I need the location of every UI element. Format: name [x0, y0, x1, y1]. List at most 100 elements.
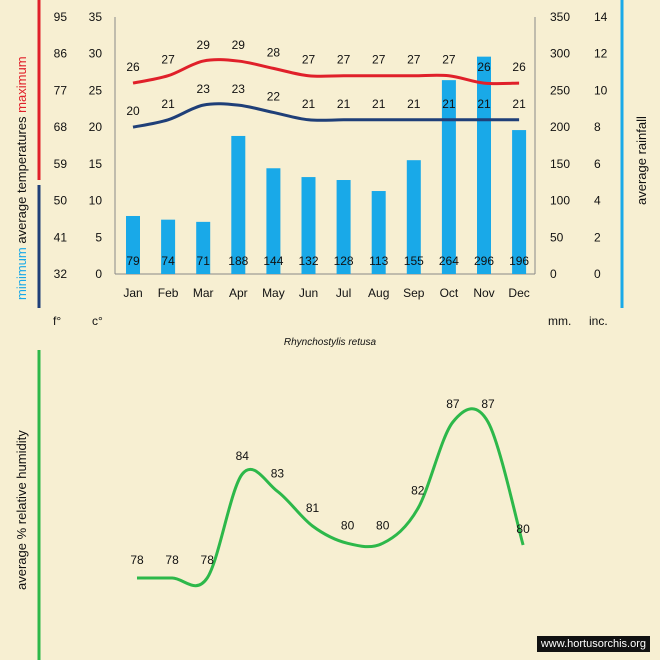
month-label: Mar — [193, 286, 214, 300]
unit-inches: inc. — [589, 314, 608, 328]
inch-tick-labels: 14 12 10 8 6 4 2 0 — [594, 10, 608, 281]
humidity-value-label: 87 — [446, 397, 460, 411]
humidity-line — [137, 407, 525, 588]
rainfall-value-label: 296 — [474, 254, 494, 268]
min-temp-value-label: 23 — [197, 82, 211, 96]
month-label: Sep — [403, 286, 425, 300]
unit-fahrenheit: f° — [53, 314, 61, 328]
rainfall-value-labels: 79 74 71 188 144 132 128 113 155 264 296 196 — [126, 254, 529, 268]
humidity-value-label: 78 — [201, 553, 215, 567]
rainfall-value-label: 71 — [197, 254, 211, 268]
min-temp-line — [132, 102, 520, 129]
rainfall-bar-may — [266, 168, 281, 274]
rainfall-bar-aug — [371, 191, 386, 274]
month-label: Oct — [440, 286, 459, 300]
humidity-value-label: 80 — [341, 518, 355, 532]
humidity-value-label: 78 — [130, 553, 144, 567]
c-tick-label: 0 — [95, 267, 102, 281]
humidity-value-label: 78 — [165, 553, 179, 567]
max-temp-value-labels: 26 27 29 29 28 27 27 27 27 27 26 26 — [126, 38, 526, 74]
watermark: www.hortusorchis.org — [536, 636, 650, 652]
c-tick-label: 10 — [89, 194, 103, 208]
rainfall-bar-jul — [336, 180, 351, 274]
ylabel-maximum: maximum — [14, 56, 29, 112]
max-temp-value-label: 27 — [407, 53, 421, 67]
rainfall-value-label: 128 — [334, 254, 354, 268]
unit-celsius: c° — [92, 314, 103, 328]
max-temp-value-label: 27 — [302, 53, 316, 67]
rainfall-value-label: 113 — [369, 254, 388, 268]
chart-title: Rhynchostylis retusa — [284, 337, 377, 348]
ylabel-right: average rainfall — [634, 116, 649, 205]
min-temp-value-label: 21 — [161, 97, 175, 111]
month-label: Feb — [158, 286, 179, 300]
rainfall-bar-mar — [196, 221, 211, 274]
mm-tick-label: 350 — [550, 10, 570, 24]
rainfall-bar-feb — [161, 219, 176, 274]
rainfall-value-label: 144 — [263, 254, 283, 268]
in-tick-label: 10 — [594, 83, 608, 97]
c-tick-label: 35 — [89, 10, 103, 24]
max-temp-value-label: 27 — [442, 53, 456, 67]
month-label: Nov — [473, 286, 494, 300]
c-tick-label: 20 — [89, 120, 103, 134]
f-tick-label: 86 — [54, 47, 68, 61]
in-tick-label: 2 — [594, 230, 601, 244]
fahrenheit-tick-labels: 95 86 77 68 59 50 41 32 — [54, 10, 68, 281]
month-label: Aug — [368, 286, 389, 300]
rainfall-value-label: 188 — [228, 254, 248, 268]
rainfall-bar-jan — [126, 215, 140, 274]
mm-tick-label: 50 — [550, 230, 564, 244]
max-temp-value-label: 28 — [267, 45, 281, 59]
mm-tick-labels: 350 300 250 200 150 100 50 0 — [550, 10, 570, 281]
max-temp-value-label: 29 — [197, 38, 211, 52]
humidity-value-label: 84 — [236, 449, 250, 463]
celsius-tick-labels: 35 30 25 20 15 10 5 0 — [89, 10, 103, 281]
rainfall-bar-dec — [512, 130, 527, 274]
min-temp-value-label: 21 — [442, 97, 456, 111]
c-tick-label: 15 — [89, 157, 103, 171]
min-temp-value-label: 21 — [372, 97, 386, 111]
in-tick-label: 8 — [594, 120, 601, 134]
ylabel-humidity: average % relative humidity — [14, 430, 29, 590]
rainfall-value-label: 74 — [161, 254, 175, 268]
ylabel-minimum: minimum — [14, 247, 29, 300]
humidity-value-label: 82 — [411, 484, 425, 498]
rainfall-bar-apr — [231, 135, 246, 274]
rainfall-bar-oct — [441, 80, 456, 274]
min-temp-value-label: 23 — [232, 82, 246, 96]
min-temp-value-label: 20 — [126, 104, 140, 118]
rainfall-bars — [126, 56, 527, 274]
min-temp-value-label: 21 — [512, 97, 526, 111]
f-tick-label: 41 — [54, 230, 68, 244]
min-temp-value-label: 21 — [477, 97, 491, 111]
ylabel-average: average — [14, 197, 29, 244]
max-temp-value-label: 29 — [232, 38, 246, 52]
f-tick-label: 77 — [54, 83, 68, 97]
in-tick-label: 6 — [594, 157, 601, 171]
max-temp-value-label: 26 — [477, 60, 491, 74]
mm-tick-label: 300 — [550, 47, 570, 61]
in-tick-label: 14 — [594, 10, 608, 24]
month-labels: Jan Feb Mar Apr May Jun Jul Aug Sep Oct Nov Dec — [123, 286, 529, 300]
month-label: Jan — [123, 286, 142, 300]
ylabel-temperatures: temperatures — [14, 116, 29, 193]
rainfall-value-label: 155 — [404, 254, 424, 268]
unit-mm: mm. — [548, 314, 571, 328]
max-temp-value-label: 26 — [512, 60, 526, 74]
mm-tick-label: 150 — [550, 157, 570, 171]
rainfall-bar-jun — [301, 177, 316, 274]
rainfall-value-label: 264 — [439, 254, 459, 268]
min-temp-value-label: 22 — [267, 89, 281, 103]
humidity-value-labels: 78 78 78 84 83 81 80 80 82 87 87 80 — [130, 397, 530, 567]
min-temp-value-labels: 20 21 23 23 22 21 21 21 21 21 21 21 — [126, 82, 526, 118]
rainfall-bar-nov — [477, 56, 491, 274]
rainfall-value-label: 79 — [126, 254, 140, 268]
rainfall-value-label: 132 — [298, 254, 318, 268]
min-temp-value-label: 21 — [337, 97, 351, 111]
month-label: May — [262, 286, 285, 300]
humidity-value-label: 80 — [376, 518, 390, 532]
month-label: Dec — [508, 286, 529, 300]
month-label: Jun — [299, 286, 318, 300]
